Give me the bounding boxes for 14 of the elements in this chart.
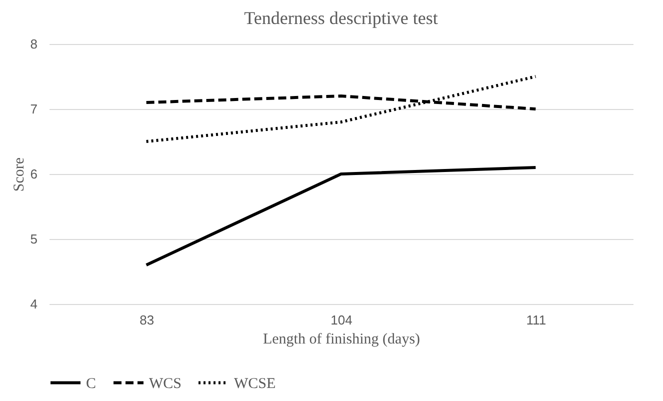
y-tick-label: 8 <box>30 36 38 52</box>
x-axis-title: Length of finishing (days) <box>262 332 420 348</box>
chart-title: Tenderness descriptive test <box>244 8 438 28</box>
y-tick-label: 6 <box>30 166 38 182</box>
y-tick-label: 4 <box>30 296 38 312</box>
x-tick-label: 111 <box>526 312 546 328</box>
y-axis-title: Score <box>11 157 28 192</box>
y-tick-label: 7 <box>30 102 38 116</box>
legend-label: WCS <box>149 376 182 392</box>
legend-label: C <box>86 376 96 392</box>
x-tick-label: 104 <box>330 312 352 328</box>
x-tick-label: 83 <box>140 312 154 328</box>
y-tick-label: 5 <box>30 232 38 246</box>
legend-label: WCSE <box>234 376 276 392</box>
